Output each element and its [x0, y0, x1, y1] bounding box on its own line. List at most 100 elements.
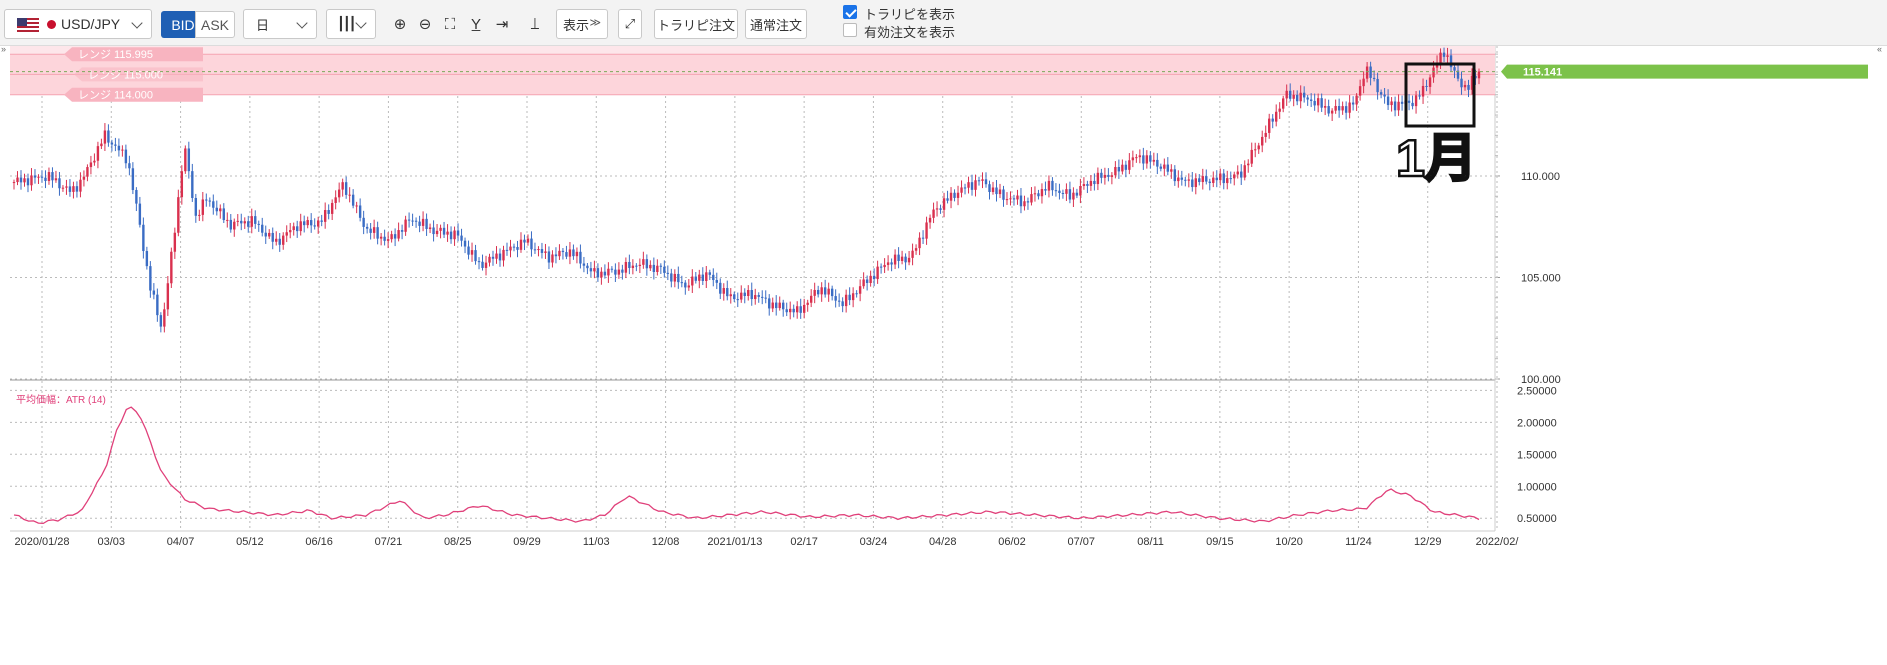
- candle-body: [1456, 70, 1460, 79]
- candle-body: [145, 251, 149, 267]
- scroll-latest-button[interactable]: ⇥: [489, 9, 515, 39]
- candle-body: [1309, 99, 1313, 101]
- add-indicator-icon: ⟘: [530, 15, 540, 33]
- candle-body: [1302, 92, 1306, 98]
- candle-body: [313, 225, 316, 227]
- candle-body: [747, 290, 750, 297]
- candle-body: [19, 177, 23, 183]
- candle-body: [449, 231, 453, 240]
- candle-body: [795, 306, 799, 313]
- candle-body: [708, 272, 711, 275]
- fullscreen-button[interactable]: ⤢: [618, 9, 642, 39]
- candle-body: [809, 295, 813, 303]
- candle-body: [523, 239, 526, 243]
- candlestick-series: [10, 47, 1495, 333]
- symbol-select[interactable]: USD/JPY: [4, 9, 152, 39]
- candle-body: [1362, 78, 1365, 87]
- candle-body: [960, 187, 963, 193]
- candle-body: [1390, 101, 1393, 106]
- candle-body: [519, 239, 523, 250]
- candle-body: [79, 179, 82, 192]
- candle-body: [991, 187, 995, 193]
- chart-type-select[interactable]: ┃┃┃: [326, 9, 376, 39]
- candle-body: [1156, 159, 1159, 167]
- show-valid-orders-checkbox[interactable]: [843, 23, 857, 37]
- candle-body: [1226, 178, 1229, 184]
- candle-body: [173, 232, 177, 252]
- candle-body: [488, 256, 491, 263]
- y-lock-icon: Y̲: [470, 15, 481, 33]
- candle-body: [334, 197, 337, 203]
- candle-body: [1138, 155, 1142, 158]
- candle-body: [1271, 118, 1274, 122]
- candle-body: [247, 221, 250, 227]
- candle-body: [1432, 67, 1435, 78]
- x-tick-label: 11/03: [583, 536, 610, 548]
- zoom-in-button[interactable]: ⊕: [387, 9, 413, 39]
- timeframe-select[interactable]: 日: [243, 9, 317, 39]
- chevron-down-icon: [296, 17, 308, 29]
- candle-body: [554, 254, 558, 257]
- zoom-out-icon: ⊖: [418, 16, 432, 33]
- candle-body: [390, 234, 393, 240]
- fit-button[interactable]: ⛶: [437, 9, 463, 39]
- candle-body: [180, 171, 184, 198]
- candle-body: [1330, 110, 1334, 114]
- x-tick-label: 03/03: [98, 536, 126, 548]
- candle-body: [1135, 157, 1138, 159]
- candle-body: [470, 250, 474, 255]
- chevron-down-icon: [131, 17, 143, 29]
- candle-body: [229, 219, 232, 230]
- candle-body: [184, 148, 187, 172]
- candle-body: [1051, 180, 1054, 191]
- ask-toggle[interactable]: ASK: [195, 11, 235, 38]
- candle-body: [851, 293, 855, 301]
- chevron-down-icon: [355, 17, 367, 29]
- candle-body: [1313, 100, 1316, 106]
- zoom-out-button[interactable]: ⊖: [412, 9, 438, 39]
- candle-body: [51, 172, 54, 181]
- candle-body: [1026, 201, 1030, 203]
- candle-body: [289, 230, 292, 233]
- x-tick-label: 06/16: [305, 536, 333, 548]
- x-tick-label: 09/15: [1206, 536, 1234, 548]
- candle-body: [823, 287, 827, 295]
- candle-body: [802, 304, 806, 313]
- candle-body: [1369, 66, 1372, 78]
- candle-body: [677, 273, 680, 283]
- candle-body: [54, 178, 58, 181]
- jp-flag-icon: [47, 20, 56, 29]
- candle-body: [1257, 145, 1260, 150]
- candle-body: [348, 194, 351, 196]
- trap-order-button[interactable]: トラリピ注文: [654, 9, 738, 39]
- candle-body: [1023, 201, 1026, 207]
- candle-body: [970, 182, 974, 190]
- candle-body: [72, 186, 75, 192]
- display-menu-button[interactable]: 表示 ≫: [556, 9, 608, 39]
- candle-body: [194, 197, 198, 216]
- candle-body: [191, 171, 194, 198]
- add-indicator-button[interactable]: ⟘: [522, 9, 548, 39]
- candle-body: [736, 299, 739, 301]
- normal-order-button[interactable]: 通常注文: [745, 9, 807, 39]
- candle-body: [1344, 106, 1348, 113]
- candle-body: [110, 142, 114, 145]
- show-trap-checkbox[interactable]: [843, 5, 857, 19]
- candle-body: [614, 269, 617, 275]
- candle-body: [841, 301, 844, 307]
- candle-body: [170, 251, 173, 284]
- candle-body: [254, 216, 257, 224]
- candle-body: [743, 292, 746, 297]
- candle-body: [1215, 177, 1218, 181]
- y-lock-button[interactable]: Y̲: [463, 9, 489, 39]
- candle-body: [530, 238, 533, 250]
- candle-body: [925, 222, 928, 239]
- atr-line: [13, 406, 1480, 525]
- collapse-right-icon: «: [1877, 46, 1882, 54]
- candle-body: [806, 302, 809, 305]
- candle-body: [733, 294, 736, 300]
- candle-body: [89, 162, 93, 168]
- candle-body: [1442, 52, 1446, 57]
- candle-body: [1222, 173, 1225, 184]
